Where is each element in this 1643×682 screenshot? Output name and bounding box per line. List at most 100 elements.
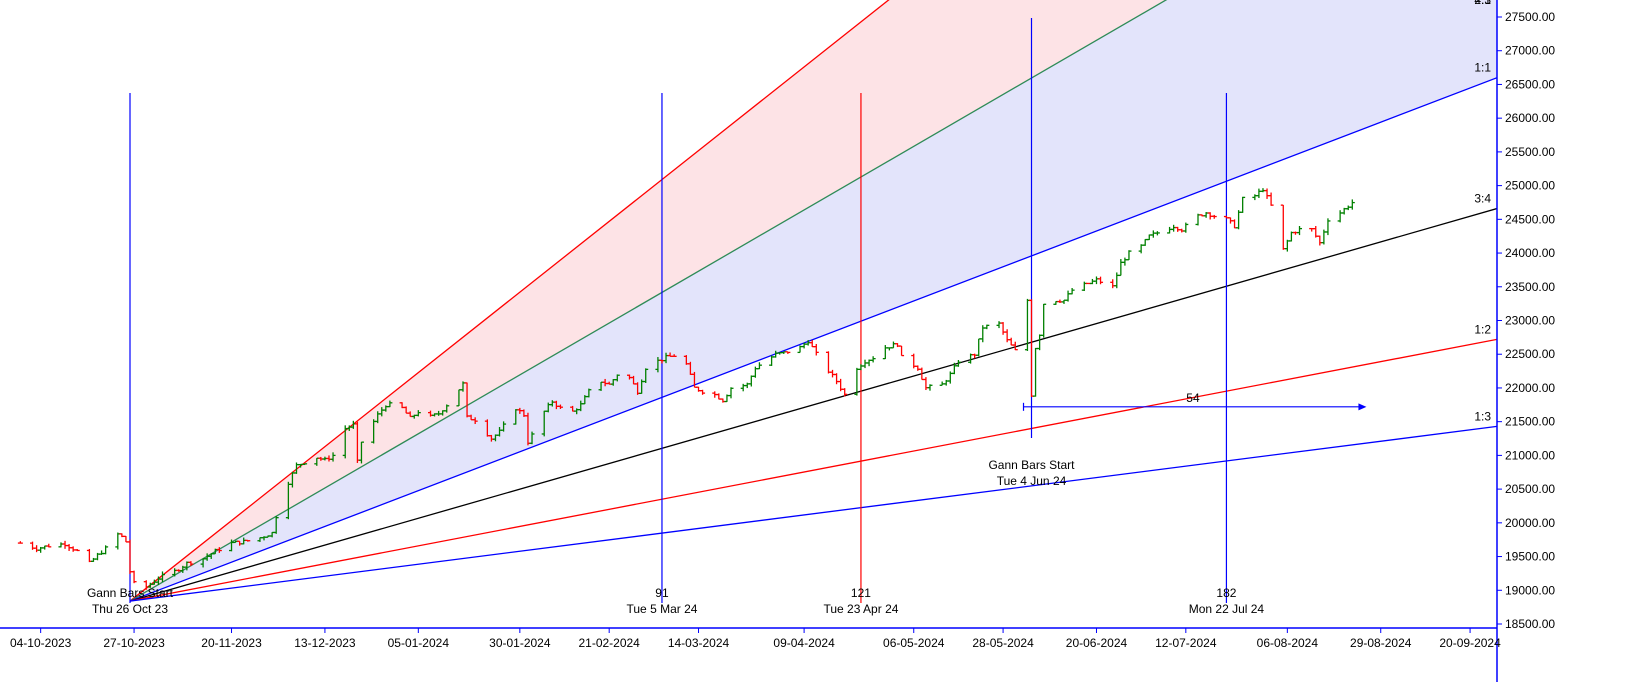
gann-start-label: Gann Bars Start (87, 586, 174, 600)
y-tick-label: 18500.00 (1505, 617, 1555, 631)
fan-label-1-3: 1:3 (1474, 409, 1491, 423)
price-bar (1349, 199, 1355, 210)
price-bar (862, 359, 868, 369)
y-tick-label: 21500.00 (1505, 415, 1555, 429)
fan-label-1-2: 1:2 (1474, 322, 1491, 336)
price-bar (1098, 276, 1104, 285)
price-bar (1256, 188, 1262, 199)
price-bar (444, 404, 450, 413)
fan-line-1-1 (129, 77, 1497, 602)
y-tick-label: 26500.00 (1505, 77, 1555, 91)
time-marker-date: Thu 26 Oct 23 (92, 602, 168, 616)
y-tick-label: 24000.00 (1505, 246, 1555, 260)
price-bar (1337, 210, 1343, 223)
x-tick-label: 14-03-2024 (668, 636, 730, 650)
price-bar (1118, 259, 1124, 277)
y-tick-label: 26000.00 (1505, 111, 1555, 125)
price-bar (273, 516, 279, 534)
price-bar (1325, 218, 1331, 236)
price-bar (1236, 210, 1242, 230)
y-tick-label: 22000.00 (1505, 381, 1555, 395)
price-bar (915, 365, 921, 371)
price-bar (1150, 230, 1156, 238)
fan-fill-1-1 (130, 0, 1497, 602)
price-bar (984, 324, 990, 330)
axis-layer: 18500.00 19000.00 19500.00 20000.00 20500.00… (0, 0, 1555, 682)
price-bar (1167, 226, 1173, 234)
time-marker-count: 121 (851, 586, 871, 600)
price-bar (1000, 322, 1006, 335)
price-bar (1126, 250, 1132, 261)
bar-count-arrow-head (1358, 403, 1367, 411)
fan-line-4-3 (129, 0, 1168, 602)
price-bar (1122, 257, 1128, 266)
price-bar (46, 543, 52, 548)
fan-line-3-4 (129, 207, 1497, 602)
price-bar (728, 387, 734, 399)
price-bar (813, 343, 819, 356)
price-bar (1012, 341, 1018, 351)
x-tick-label: 12-07-2024 (1155, 636, 1217, 650)
x-tick-label: 09-04-2024 (773, 636, 835, 650)
time-marker-date: Tue 5 Mar 24 (627, 602, 698, 616)
fan-label-1-1: 1:1 (1474, 61, 1491, 75)
y-tick-label: 23500.00 (1505, 280, 1555, 294)
y-tick-label: 22500.00 (1505, 347, 1555, 361)
y-tick-label: 20000.00 (1505, 516, 1555, 530)
price-bar (1264, 188, 1270, 199)
price-bar (1093, 276, 1099, 285)
price-bar (501, 421, 507, 432)
price-bar (1183, 222, 1189, 233)
price-bar (671, 354, 677, 357)
price-bar (74, 548, 80, 552)
price-bar (1142, 238, 1148, 246)
price-bar (996, 321, 1002, 329)
price-bar (245, 539, 251, 542)
y-tick-label: 27000.00 (1505, 44, 1555, 58)
price-bar (17, 541, 23, 544)
y-tick-label: 20500.00 (1505, 482, 1555, 496)
price-bar (1171, 224, 1177, 232)
price-bar (358, 441, 364, 464)
bar-count-label: 54 (1186, 391, 1200, 405)
annotation-layer: 2:14:3 1:1 3:4 1:2 1:3 Gann Bars Start Thu 26 … (87, 0, 1491, 616)
y-tick-label: 25500.00 (1505, 145, 1555, 159)
price-bar (216, 547, 222, 553)
x-tick-label: 13-12-2023 (294, 636, 356, 650)
x-tick-label: 20-09-2024 (1439, 636, 1501, 650)
x-tick-label: 20-06-2024 (1066, 636, 1128, 650)
x-tick-label: 05-01-2024 (388, 636, 450, 650)
price-bar (700, 389, 706, 395)
fan-label-4-3: 4:3 (1474, 0, 1491, 7)
price-bar (643, 368, 649, 383)
price-bar (159, 571, 165, 582)
price-bar (586, 388, 592, 398)
x-tick-label: 21-02-2024 (578, 636, 640, 650)
price-bar (1069, 288, 1075, 295)
price-bar (1041, 303, 1047, 338)
price-bar (115, 532, 121, 550)
price-bar (99, 550, 105, 555)
price-bar (387, 400, 393, 408)
price-bar (1065, 290, 1071, 302)
price-bar-layer (17, 188, 1355, 590)
price-bar (1033, 347, 1039, 397)
fan-label-3-4: 3:4 (1474, 192, 1491, 206)
price-bar (830, 369, 836, 378)
price-bar (34, 545, 40, 553)
price-bar (472, 417, 478, 425)
x-tick-label: 04-10-2023 (10, 636, 72, 650)
price-bar (1154, 231, 1160, 236)
x-tick-label: 30-01-2024 (489, 636, 551, 650)
gann-start-date: Tue 4 Jun 24 (997, 474, 1067, 488)
price-bar (1037, 334, 1043, 351)
price-bar (70, 546, 76, 552)
fan-line-1-2 (129, 338, 1497, 602)
y-tick-label: 19500.00 (1505, 550, 1555, 564)
price-bar (1280, 204, 1286, 250)
price-bar (415, 410, 421, 417)
price-bar (188, 561, 194, 567)
time-marker-count: 182 (1216, 586, 1236, 600)
y-tick-label: 21000.00 (1505, 448, 1555, 462)
